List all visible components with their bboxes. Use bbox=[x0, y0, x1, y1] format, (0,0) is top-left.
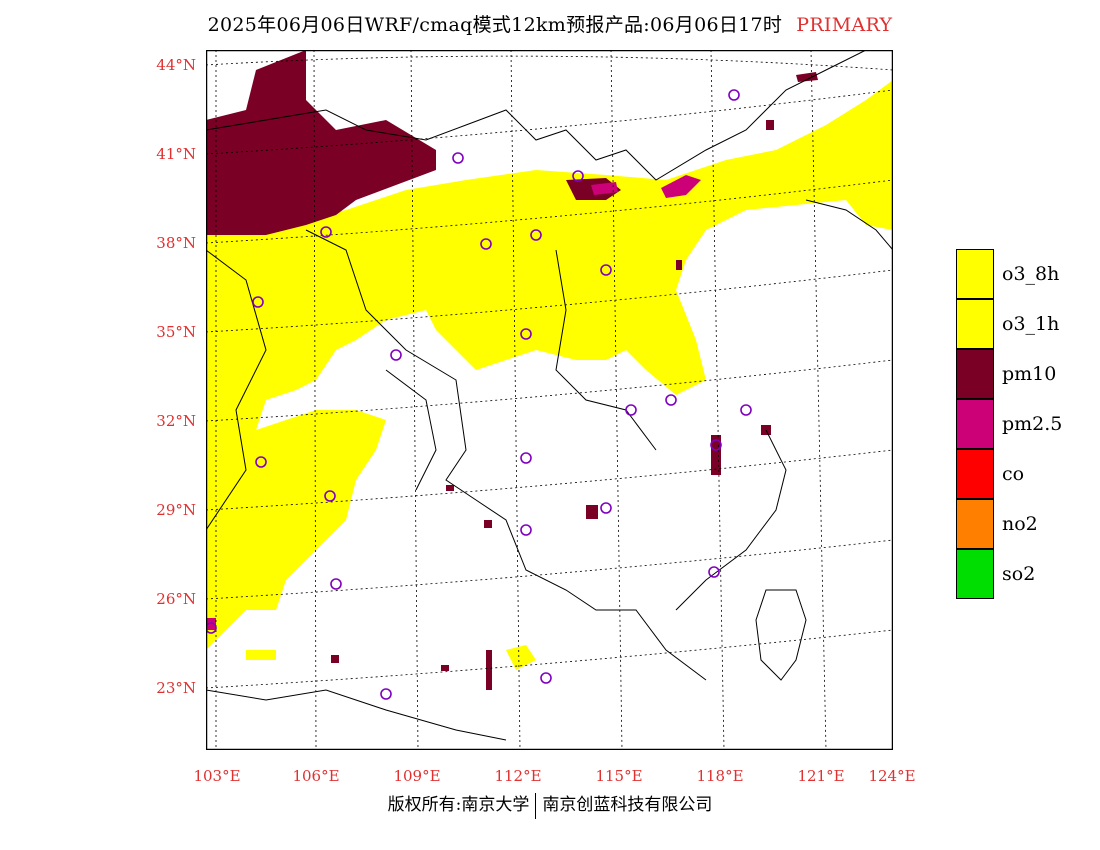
map-canvas bbox=[205, 49, 894, 751]
legend-swatch bbox=[956, 349, 994, 399]
lat-label: 32°N bbox=[156, 412, 196, 430]
copyright-left: 版权所有:南京大学 bbox=[387, 795, 530, 815]
lat-label: 26°N bbox=[156, 590, 196, 608]
lat-label: 29°N bbox=[156, 501, 196, 519]
lon-label: 103°E bbox=[193, 767, 241, 785]
lon-label: 112°E bbox=[494, 767, 542, 785]
lon-label: 115°E bbox=[595, 767, 643, 785]
o3-area bbox=[206, 80, 893, 670]
forecast-map bbox=[205, 49, 894, 751]
legend-swatch bbox=[956, 299, 994, 349]
legend-label: pm10 bbox=[1002, 363, 1057, 385]
lon-label: 118°E bbox=[696, 767, 744, 785]
map-frame bbox=[205, 49, 894, 751]
legend-label: o3_1h bbox=[1002, 313, 1060, 335]
copyright-right: 南京创蓝科技有限公司 bbox=[542, 795, 713, 815]
stations bbox=[205, 89, 752, 700]
legend-swatch bbox=[956, 249, 994, 299]
legend-label: so2 bbox=[1002, 563, 1036, 585]
legend-swatch bbox=[956, 499, 994, 549]
pm25-area bbox=[206, 175, 701, 630]
legend-label: co bbox=[1002, 463, 1025, 485]
lon-label: 106°E bbox=[292, 767, 340, 785]
legend-swatch bbox=[956, 549, 994, 599]
legend-swatch bbox=[956, 449, 994, 499]
lon-label: 121°E bbox=[797, 767, 845, 785]
footer-divider bbox=[535, 792, 537, 819]
legend-label: o3_8h bbox=[1002, 263, 1060, 285]
lon-label: 109°E bbox=[393, 767, 441, 785]
lat-label: 35°N bbox=[156, 323, 196, 341]
lat-label: 41°N bbox=[156, 145, 196, 163]
primary-tag: PRIMARY bbox=[796, 14, 893, 36]
map-title: 2025年06月06日WRF/cmaq模式12km预报产品:06月06日17时 P… bbox=[0, 10, 1100, 37]
copyright-footer: 版权所有:南京大学 南京创蓝科技有限公司 bbox=[0, 790, 1100, 819]
lat-label: 38°N bbox=[156, 234, 196, 252]
legend-label: no2 bbox=[1002, 513, 1038, 535]
lat-label: 23°N bbox=[156, 679, 196, 697]
lon-label: 124°E bbox=[868, 767, 916, 785]
title-text: 2025年06月06日WRF/cmaq模式12km预报产品:06月06日17时 bbox=[207, 14, 783, 36]
province-boundaries bbox=[205, 49, 894, 741]
lat-label: 44°N bbox=[156, 56, 196, 74]
graticule bbox=[205, 49, 894, 751]
legend-label: pm2.5 bbox=[1002, 413, 1063, 435]
legend-swatch bbox=[956, 399, 994, 449]
